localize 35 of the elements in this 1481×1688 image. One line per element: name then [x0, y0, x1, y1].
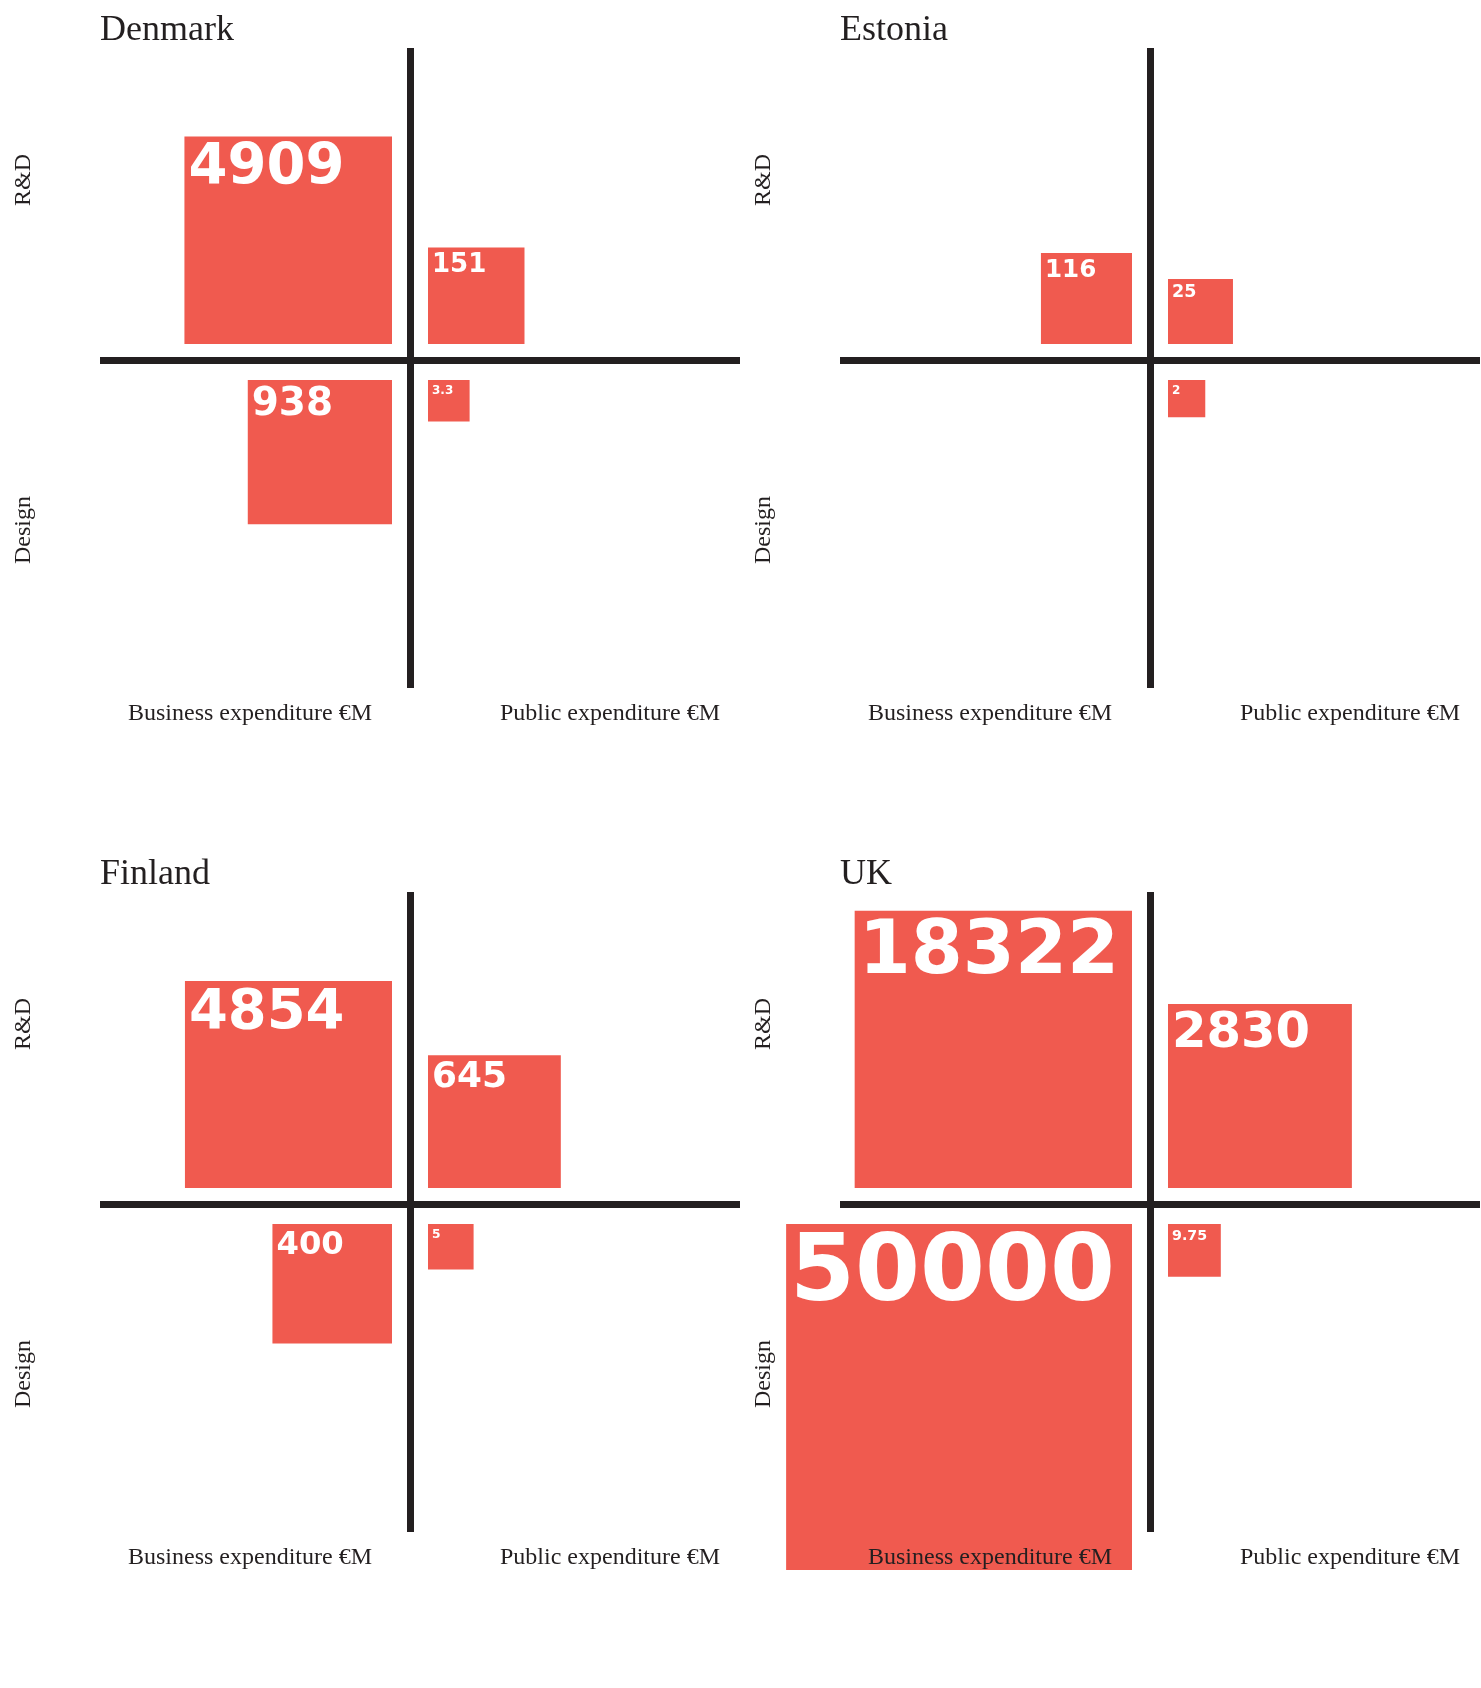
text: Design	[9, 496, 36, 564]
text: Design	[749, 1340, 776, 1408]
data-label: 9.75	[1172, 1226, 1208, 1243]
text: Finland	[100, 852, 211, 892]
category-label: Business expenditure €M	[868, 1543, 1112, 1569]
data-label: 151	[432, 248, 487, 279]
data-label: 4909	[188, 132, 345, 198]
data-label: 2	[1172, 383, 1181, 398]
data-label: 938	[251, 378, 334, 424]
category-label: Business expenditure €M	[868, 699, 1112, 725]
data-label: 25	[1172, 281, 1197, 302]
data-label: 18322	[858, 902, 1120, 991]
text: UK	[840, 852, 892, 892]
category-label: Public expenditure €M	[1240, 1543, 1460, 1569]
category-label: Business expenditure €M	[128, 699, 372, 725]
text: Design	[9, 1340, 36, 1408]
text: R&D	[749, 997, 776, 1051]
category-label: Public expenditure €M	[500, 699, 720, 725]
data-label: 116	[1044, 253, 1097, 283]
text: Estonia	[840, 8, 948, 48]
data-label: 5	[432, 1227, 441, 1242]
data-label: 3.3	[432, 383, 454, 398]
data-label: 50000	[790, 1212, 1115, 1322]
data-label: 400	[276, 1223, 344, 1262]
text: R&D	[9, 997, 36, 1051]
data-label: 2830	[1172, 1000, 1311, 1059]
text: Denmark	[100, 8, 234, 48]
text: Design	[749, 496, 776, 564]
text: R&D	[9, 153, 36, 207]
category-label: Business expenditure €M	[128, 1543, 372, 1569]
category-label: Public expenditure €M	[500, 1543, 720, 1569]
category-label: Public expenditure €M	[1240, 699, 1460, 725]
data-label: 645	[432, 1054, 507, 1096]
text: R&D	[749, 153, 776, 207]
data-label: 4854	[188, 976, 345, 1042]
